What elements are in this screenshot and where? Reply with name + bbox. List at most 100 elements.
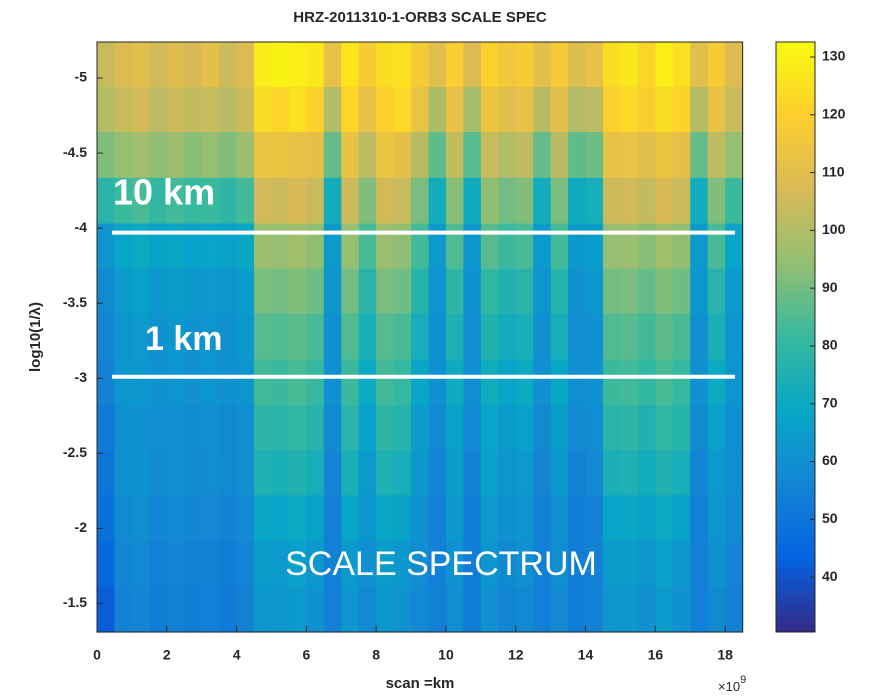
heat-cell: [550, 359, 569, 406]
heat-cell: [306, 42, 325, 88]
heat-cell: [358, 223, 377, 270]
heat-cell: [219, 177, 238, 225]
heat-cell: [515, 405, 534, 451]
x-multiplier-exponent: 9: [740, 674, 746, 686]
annotation: SCALE SPECTRUM: [285, 545, 597, 583]
heat-cell: [480, 223, 499, 270]
heat-cell: [201, 177, 220, 225]
heat-cell: [184, 223, 203, 270]
heat-cell: [323, 359, 342, 406]
heat-cell: [637, 42, 656, 88]
heat-cell: [201, 223, 220, 270]
heat-cell: [341, 359, 360, 406]
heat-cell: [288, 132, 307, 179]
heat-cell: [620, 313, 639, 361]
heat-cell: [672, 495, 691, 542]
heat-cell: [515, 313, 534, 361]
heat-cell: [603, 495, 622, 542]
heat-cell: [533, 268, 552, 315]
heat-cell: [480, 87, 499, 133]
heat-cell: [323, 495, 342, 542]
heat-cell: [620, 223, 639, 270]
colorbar-tick-label: 120: [822, 106, 846, 122]
heat-cell: [707, 405, 726, 451]
heat-cell: [323, 586, 342, 633]
heat-cell: [288, 405, 307, 451]
heat-cell: [341, 313, 360, 361]
heat-cell: [166, 177, 185, 225]
heat-cell: [637, 359, 656, 406]
heat-cell: [550, 268, 569, 315]
heat-cell: [288, 223, 307, 270]
colorbar: [775, 41, 816, 633]
heat-cell: [672, 87, 691, 133]
heat-cell: [149, 268, 168, 315]
heat-cell: [515, 359, 534, 406]
heat-cell: [254, 42, 273, 88]
heat-cell: [637, 223, 656, 270]
heat-cell: [306, 450, 325, 496]
heat-cell: [114, 359, 133, 406]
heat-cell: [97, 405, 116, 451]
heat-cell: [201, 450, 220, 496]
heat-cell: [463, 313, 482, 361]
heat-cell: [515, 495, 534, 542]
heat-cell: [376, 450, 395, 496]
heat-cell: [131, 42, 150, 88]
heat-cell: [498, 42, 517, 88]
heat-cell: [428, 586, 447, 633]
heat-cell: [184, 313, 203, 361]
heat-cell: [672, 313, 691, 361]
heat-cell: [585, 132, 604, 179]
heat-cell: [480, 359, 499, 406]
heat-cell: [585, 405, 604, 451]
heat-cell: [550, 42, 569, 88]
plot-frame: [96, 41, 744, 633]
heat-cell: [184, 132, 203, 179]
heat-cell: [306, 359, 325, 406]
heat-cell: [114, 42, 133, 88]
heat-cell: [533, 87, 552, 133]
heat-cell: [149, 42, 168, 88]
heat-cell: [219, 359, 238, 406]
heat-cell: [428, 495, 447, 542]
heat-cell: [725, 313, 744, 361]
heat-cell: [690, 42, 709, 88]
heat-cell: [114, 450, 133, 496]
heat-cell: [725, 268, 744, 315]
heat-cell: [655, 268, 674, 315]
x-tick-label: 10: [438, 647, 454, 663]
heat-cell: [445, 359, 465, 406]
heat-cell: [114, 495, 133, 542]
heat-cell: [376, 313, 395, 361]
heat-cell: [655, 42, 674, 88]
heat-cell: [288, 359, 307, 406]
heat-cell: [603, 42, 622, 88]
heat-cell: [637, 268, 656, 315]
heat-cell: [498, 268, 517, 315]
heat-cell: [463, 177, 482, 225]
heat-cell: [620, 541, 639, 588]
heat-cell: [568, 42, 587, 88]
heat-cell: [655, 87, 674, 133]
heat-cell: [341, 177, 360, 225]
heat-cell: [603, 450, 622, 496]
heat-cell: [533, 223, 552, 270]
heat-cell: [637, 405, 656, 451]
heat-cell: [184, 405, 203, 451]
heat-cell: [254, 495, 273, 542]
heat-cell: [184, 87, 203, 133]
heat-cell: [131, 495, 150, 542]
heat-cell: [585, 87, 604, 133]
heat-cell: [480, 541, 499, 588]
heat-cell: [672, 541, 691, 588]
heat-cell: [271, 42, 290, 88]
x-tick-label: 6: [302, 647, 310, 663]
heat-cell: [620, 450, 639, 496]
heat-cell: [131, 132, 150, 179]
heat-cell: [306, 87, 325, 133]
heat-cell: [288, 87, 307, 133]
heat-cell: [184, 42, 203, 88]
heat-cell: [184, 450, 203, 496]
heat-cell: [463, 223, 482, 270]
